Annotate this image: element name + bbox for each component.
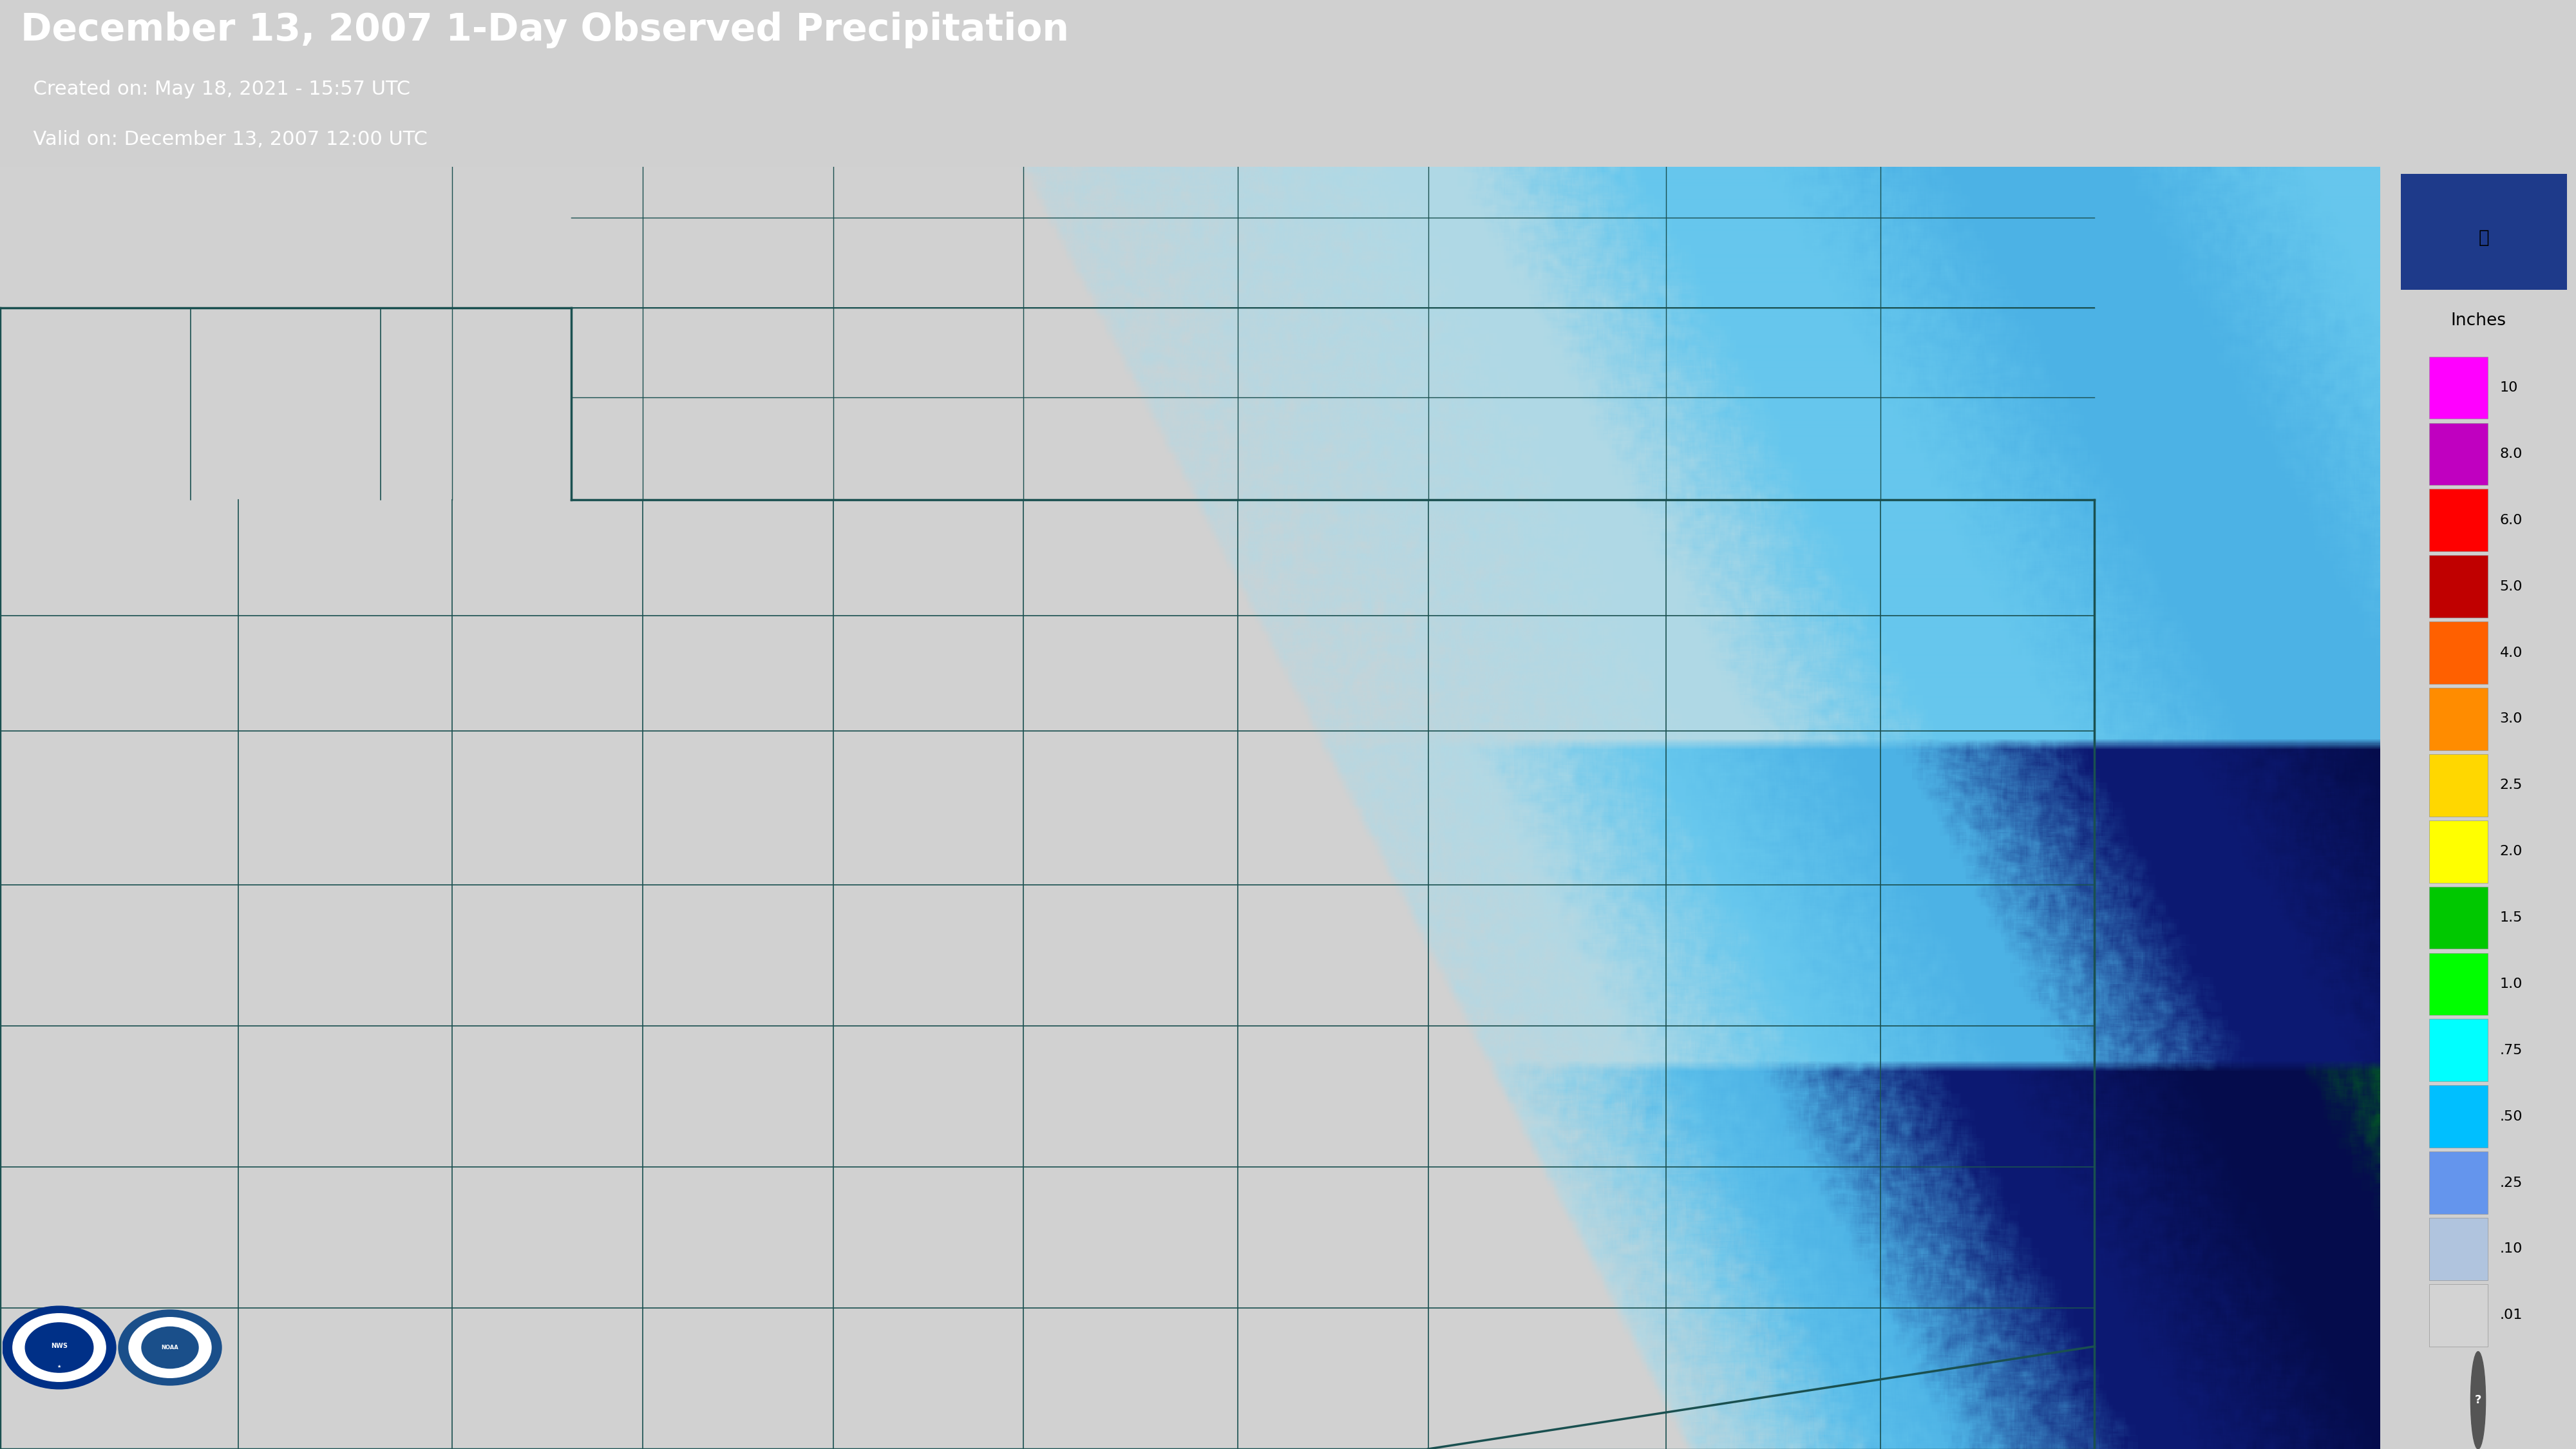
Text: NWS: NWS xyxy=(52,1342,67,1349)
Circle shape xyxy=(142,1327,198,1368)
Text: 2.0: 2.0 xyxy=(2499,845,2522,858)
Text: .75: .75 xyxy=(2499,1043,2522,1056)
Text: ?: ? xyxy=(2476,1394,2481,1406)
Circle shape xyxy=(2470,1352,2486,1449)
Circle shape xyxy=(129,1317,211,1378)
Circle shape xyxy=(118,1310,222,1385)
Text: .01: .01 xyxy=(2499,1308,2522,1321)
Bar xyxy=(2429,1284,2488,1346)
Text: 6.0: 6.0 xyxy=(2499,514,2522,526)
Bar xyxy=(2429,887,2488,949)
Text: .25: .25 xyxy=(2499,1177,2522,1190)
Text: 📡: 📡 xyxy=(2478,229,2488,246)
Bar xyxy=(2429,423,2488,485)
Text: 1.5: 1.5 xyxy=(2499,911,2522,924)
Text: NOAA: NOAA xyxy=(162,1345,178,1350)
Bar xyxy=(2429,1019,2488,1081)
Bar xyxy=(2429,820,2488,882)
Bar xyxy=(2429,1217,2488,1279)
Text: .10: .10 xyxy=(2499,1243,2522,1255)
Bar xyxy=(2429,555,2488,617)
Text: 4.0: 4.0 xyxy=(2499,646,2522,659)
Bar xyxy=(2429,953,2488,1016)
Text: 8.0: 8.0 xyxy=(2499,448,2522,461)
Text: 5.0: 5.0 xyxy=(2499,580,2522,593)
Text: 1.0: 1.0 xyxy=(2499,978,2522,991)
Bar xyxy=(2429,753,2488,816)
Circle shape xyxy=(3,1306,116,1390)
Text: 3.0: 3.0 xyxy=(2499,713,2522,726)
Text: ★: ★ xyxy=(57,1365,62,1368)
Text: Created on: May 18, 2021 - 15:57 UTC: Created on: May 18, 2021 - 15:57 UTC xyxy=(21,80,410,99)
Circle shape xyxy=(13,1314,106,1381)
Bar xyxy=(2429,490,2488,551)
Text: 2.5: 2.5 xyxy=(2499,778,2522,791)
Bar xyxy=(2429,622,2488,684)
Bar xyxy=(2429,356,2488,419)
Bar xyxy=(2429,688,2488,751)
Text: 10: 10 xyxy=(2499,381,2517,394)
Text: Inches: Inches xyxy=(2450,312,2506,329)
Circle shape xyxy=(26,1323,93,1372)
Text: .50: .50 xyxy=(2499,1110,2522,1123)
Bar xyxy=(2429,1152,2488,1214)
Text: December 13, 2007 1-Day Observed Precipitation: December 13, 2007 1-Day Observed Precipi… xyxy=(21,12,1069,48)
Bar xyxy=(2429,1085,2488,1148)
Text: Valid on: December 13, 2007 12:00 UTC: Valid on: December 13, 2007 12:00 UTC xyxy=(21,130,428,149)
